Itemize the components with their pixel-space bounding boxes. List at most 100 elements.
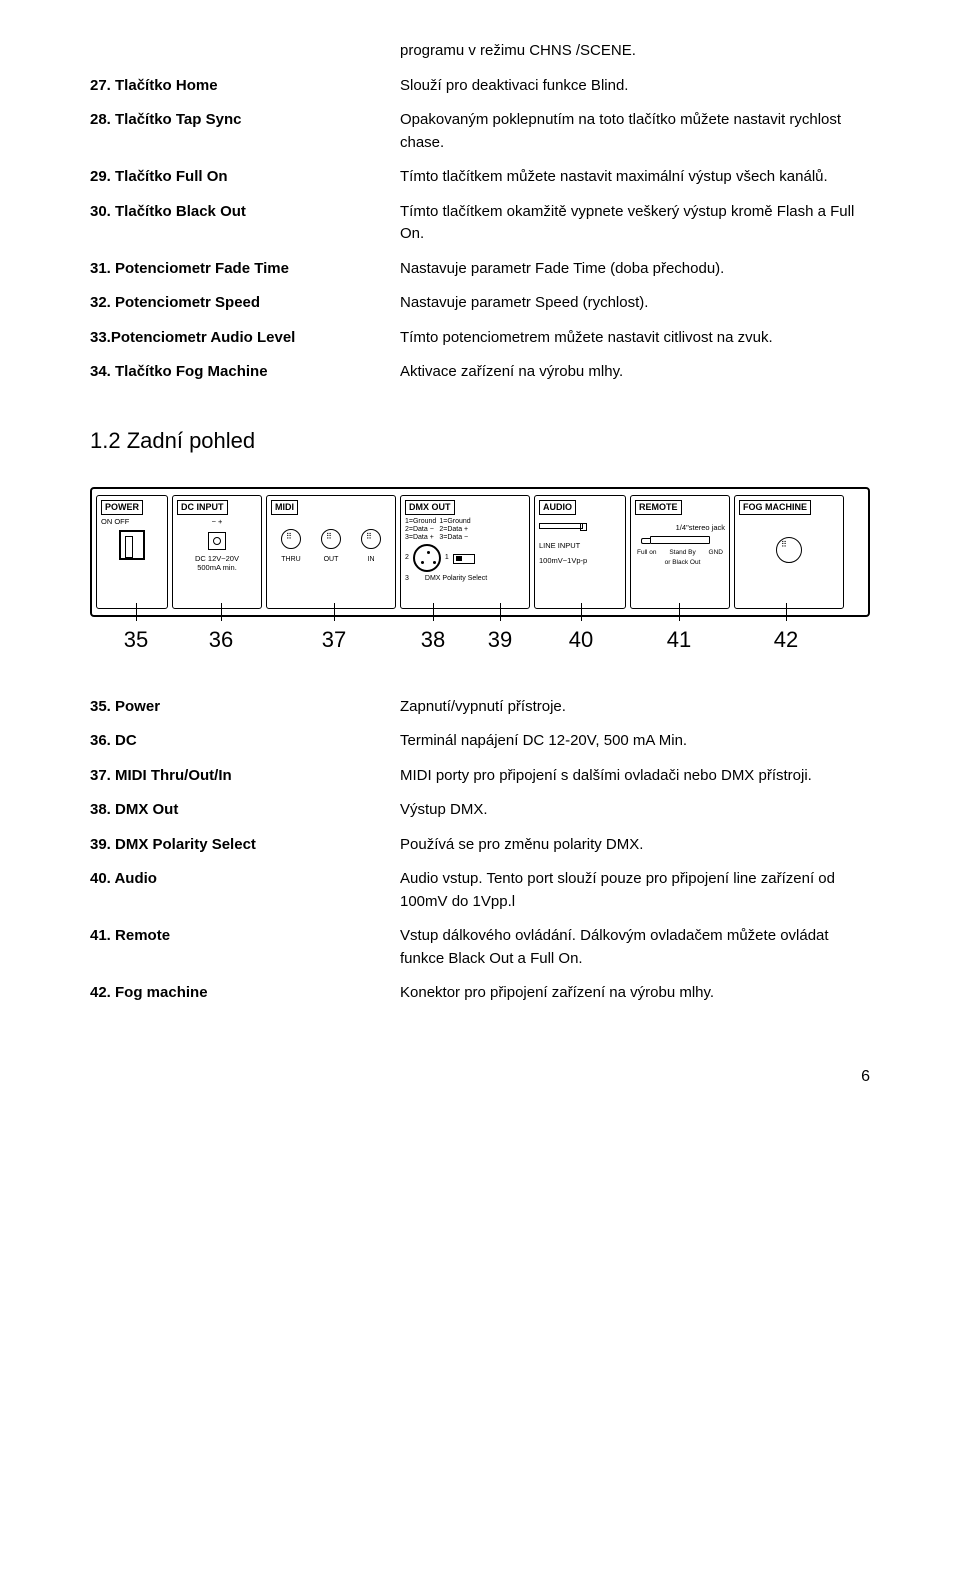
- definition-list-1: 27. Tlačítko HomeSlouží pro deaktivaci f…: [90, 75, 870, 384]
- definition-row: 29. Tlačítko Full OnTímto tlačítkem může…: [90, 166, 870, 189]
- definition-label: 33.Potenciometr Audio Level: [90, 327, 400, 350]
- definition-row: 35. PowerZapnutí/vypnutí přístroje.: [90, 696, 870, 719]
- polarity-switch-icon: [453, 554, 475, 564]
- intro-description: programu v režimu CHNS /SCENE.: [400, 40, 870, 63]
- definition-row: 34. Tlačítko Fog MachineAktivace zařízen…: [90, 361, 870, 384]
- remote-jack-label: 1/4"stereo jack: [635, 523, 725, 532]
- panel-midi: MIDI THRU OUT IN: [266, 495, 396, 609]
- panel-audio: AUDIO LINE INPUT 100mV~1Vp-p: [534, 495, 626, 609]
- remote-standby-label: Stand By or Black Out: [665, 548, 701, 568]
- definition-row: 28. Tlačítko Tap SyncOpakovaným poklepnu…: [90, 109, 870, 154]
- panel-dmx-title: DMX OUT: [405, 500, 455, 516]
- dc-spec: DC 12V~20V 500mA min.: [177, 554, 257, 572]
- definition-row: 36. DCTerminál napájení DC 12-20V, 500 m…: [90, 730, 870, 753]
- definition-description: Nastavuje parametr Fade Time (doba přech…: [400, 258, 870, 281]
- panel-dc: DC INPUT − + DC 12V~20V 500mA min.: [172, 495, 262, 609]
- dc-polarity: − +: [177, 517, 257, 526]
- panel-dc-title: DC INPUT: [177, 500, 228, 516]
- definition-label: 30. Tlačítko Black Out: [90, 201, 400, 246]
- definition-label: 28. Tlačítko Tap Sync: [90, 109, 400, 154]
- dmx-pins-b: 1=Ground 2=Data + 3=Data −: [439, 518, 470, 542]
- dmx-pins-a: 1=Ground 2=Data − 3=Data +: [405, 518, 436, 542]
- audio-line-label: LINE INPUT: [539, 541, 621, 550]
- audio-spec: 100mV~1Vp-p: [539, 556, 621, 565]
- callout-number: 38: [400, 623, 466, 656]
- definition-description: Tímto tlačítkem okamžitě vypnete veškerý…: [400, 201, 870, 246]
- definition-row: 41. RemoteVstup dálkového ovládání. Dálk…: [90, 925, 870, 970]
- page-number: 6: [90, 1065, 870, 1089]
- remote-jack-icon: [650, 536, 710, 544]
- definition-description: Používá se pro změnu polarity DMX.: [400, 834, 870, 857]
- definition-label: 32. Potenciometr Speed: [90, 292, 400, 315]
- definition-row: 37. MIDI Thru/Out/InMIDI porty pro připo…: [90, 765, 870, 788]
- callout-number: 36: [174, 623, 268, 656]
- panel-fog: FOG MACHINE: [734, 495, 844, 609]
- definition-label: 31. Potenciometr Fade Time: [90, 258, 400, 281]
- definition-label: 35. Power: [90, 696, 400, 719]
- definition-row: 27. Tlačítko HomeSlouží pro deaktivaci f…: [90, 75, 870, 98]
- definition-description: Tímto tlačítkem můžete nastavit maximáln…: [400, 166, 870, 189]
- panel-fog-title: FOG MACHINE: [739, 500, 811, 516]
- midi-in-icon: [361, 529, 381, 549]
- definition-description: Aktivace zařízení na výrobu mlhy.: [400, 361, 870, 384]
- callout-number: 35: [98, 623, 174, 656]
- callout-number: 42: [730, 623, 842, 656]
- midi-thru-label: THRU: [281, 555, 301, 566]
- rear-panel-diagram: POWER ON OFF DC INPUT − + DC 12V~20V 500…: [90, 487, 870, 656]
- definition-description: Konektor pro připojení zařízení na výrob…: [400, 982, 870, 1005]
- definition-row: 31. Potenciometr Fade TimeNastavuje para…: [90, 258, 870, 281]
- definition-description: Zapnutí/vypnutí přístroje.: [400, 696, 870, 719]
- midi-thru-icon: [281, 529, 301, 549]
- definition-row: 42. Fog machineKonektor pro připojení za…: [90, 982, 870, 1005]
- definition-description: Terminál napájení DC 12-20V, 500 mA Min.: [400, 730, 870, 753]
- definition-row: 30. Tlačítko Black OutTímto tlačítkem ok…: [90, 201, 870, 246]
- definition-label: 36. DC: [90, 730, 400, 753]
- audio-jack-icon: [539, 523, 583, 529]
- fog-connector-icon: [776, 537, 802, 563]
- midi-out-icon: [321, 529, 341, 549]
- definition-row: 39. DMX Polarity SelectPoužívá se pro zm…: [90, 834, 870, 857]
- dc-jack-icon: [208, 532, 226, 550]
- definition-label: 41. Remote: [90, 925, 400, 970]
- panel-power: POWER ON OFF: [96, 495, 168, 609]
- dmx-polarity-select-label: DMX Polarity Select: [425, 574, 487, 585]
- definition-label: 39. DMX Polarity Select: [90, 834, 400, 857]
- power-onoff-label: ON OFF: [101, 517, 163, 526]
- remote-gnd-label: GND: [709, 548, 723, 568]
- definition-description: Slouží pro deaktivaci funkce Blind.: [400, 75, 870, 98]
- callout-number: 39: [466, 623, 534, 656]
- definition-description: Audio vstup. Tento port slouží pouze pro…: [400, 868, 870, 913]
- definition-description: Tímto potenciometrem můžete nastavit cit…: [400, 327, 870, 350]
- definition-label: 42. Fog machine: [90, 982, 400, 1005]
- definition-description: Vstup dálkového ovládání. Dálkovým ovlad…: [400, 925, 870, 970]
- definition-description: Opakovaným poklepnutím na toto tlačítko …: [400, 109, 870, 154]
- power-switch-icon: [119, 530, 145, 560]
- midi-out-label: OUT: [321, 555, 341, 566]
- definition-row: 38. DMX OutVýstup DMX.: [90, 799, 870, 822]
- definition-row: 33.Potenciometr Audio LevelTímto potenci…: [90, 327, 870, 350]
- remote-fullon-label: Full on: [637, 548, 657, 568]
- definition-label: 38. DMX Out: [90, 799, 400, 822]
- definition-description: Nastavuje parametr Speed (rychlost).: [400, 292, 870, 315]
- panel-midi-title: MIDI: [271, 500, 298, 516]
- diagram-panel: POWER ON OFF DC INPUT − + DC 12V~20V 500…: [90, 487, 870, 617]
- panel-remote-title: REMOTE: [635, 500, 682, 516]
- midi-in-label: IN: [361, 555, 381, 566]
- xlr-connector-icon: [413, 544, 441, 572]
- definition-label: 40. Audio: [90, 868, 400, 913]
- diagram-callouts: 3536373839404142: [90, 623, 870, 656]
- definition-label: 29. Tlačítko Full On: [90, 166, 400, 189]
- panel-audio-title: AUDIO: [539, 500, 576, 516]
- callout-number: 40: [534, 623, 628, 656]
- panel-power-title: POWER: [101, 500, 143, 516]
- definition-row: 32. Potenciometr SpeedNastavuje parametr…: [90, 292, 870, 315]
- panel-remote: REMOTE 1/4"stereo jack Full on Stand By …: [630, 495, 730, 609]
- section-heading: 1.2 Zadní pohled: [90, 424, 870, 457]
- definition-label: 27. Tlačítko Home: [90, 75, 400, 98]
- definition-label: 37. MIDI Thru/Out/In: [90, 765, 400, 788]
- definition-label: 34. Tlačítko Fog Machine: [90, 361, 400, 384]
- definition-list-2: 35. PowerZapnutí/vypnutí přístroje.36. D…: [90, 696, 870, 1005]
- definition-description: Výstup DMX.: [400, 799, 870, 822]
- callout-number: 41: [628, 623, 730, 656]
- panel-dmx: DMX OUT 1=Ground 2=Data − 3=Data + 1=Gro…: [400, 495, 530, 609]
